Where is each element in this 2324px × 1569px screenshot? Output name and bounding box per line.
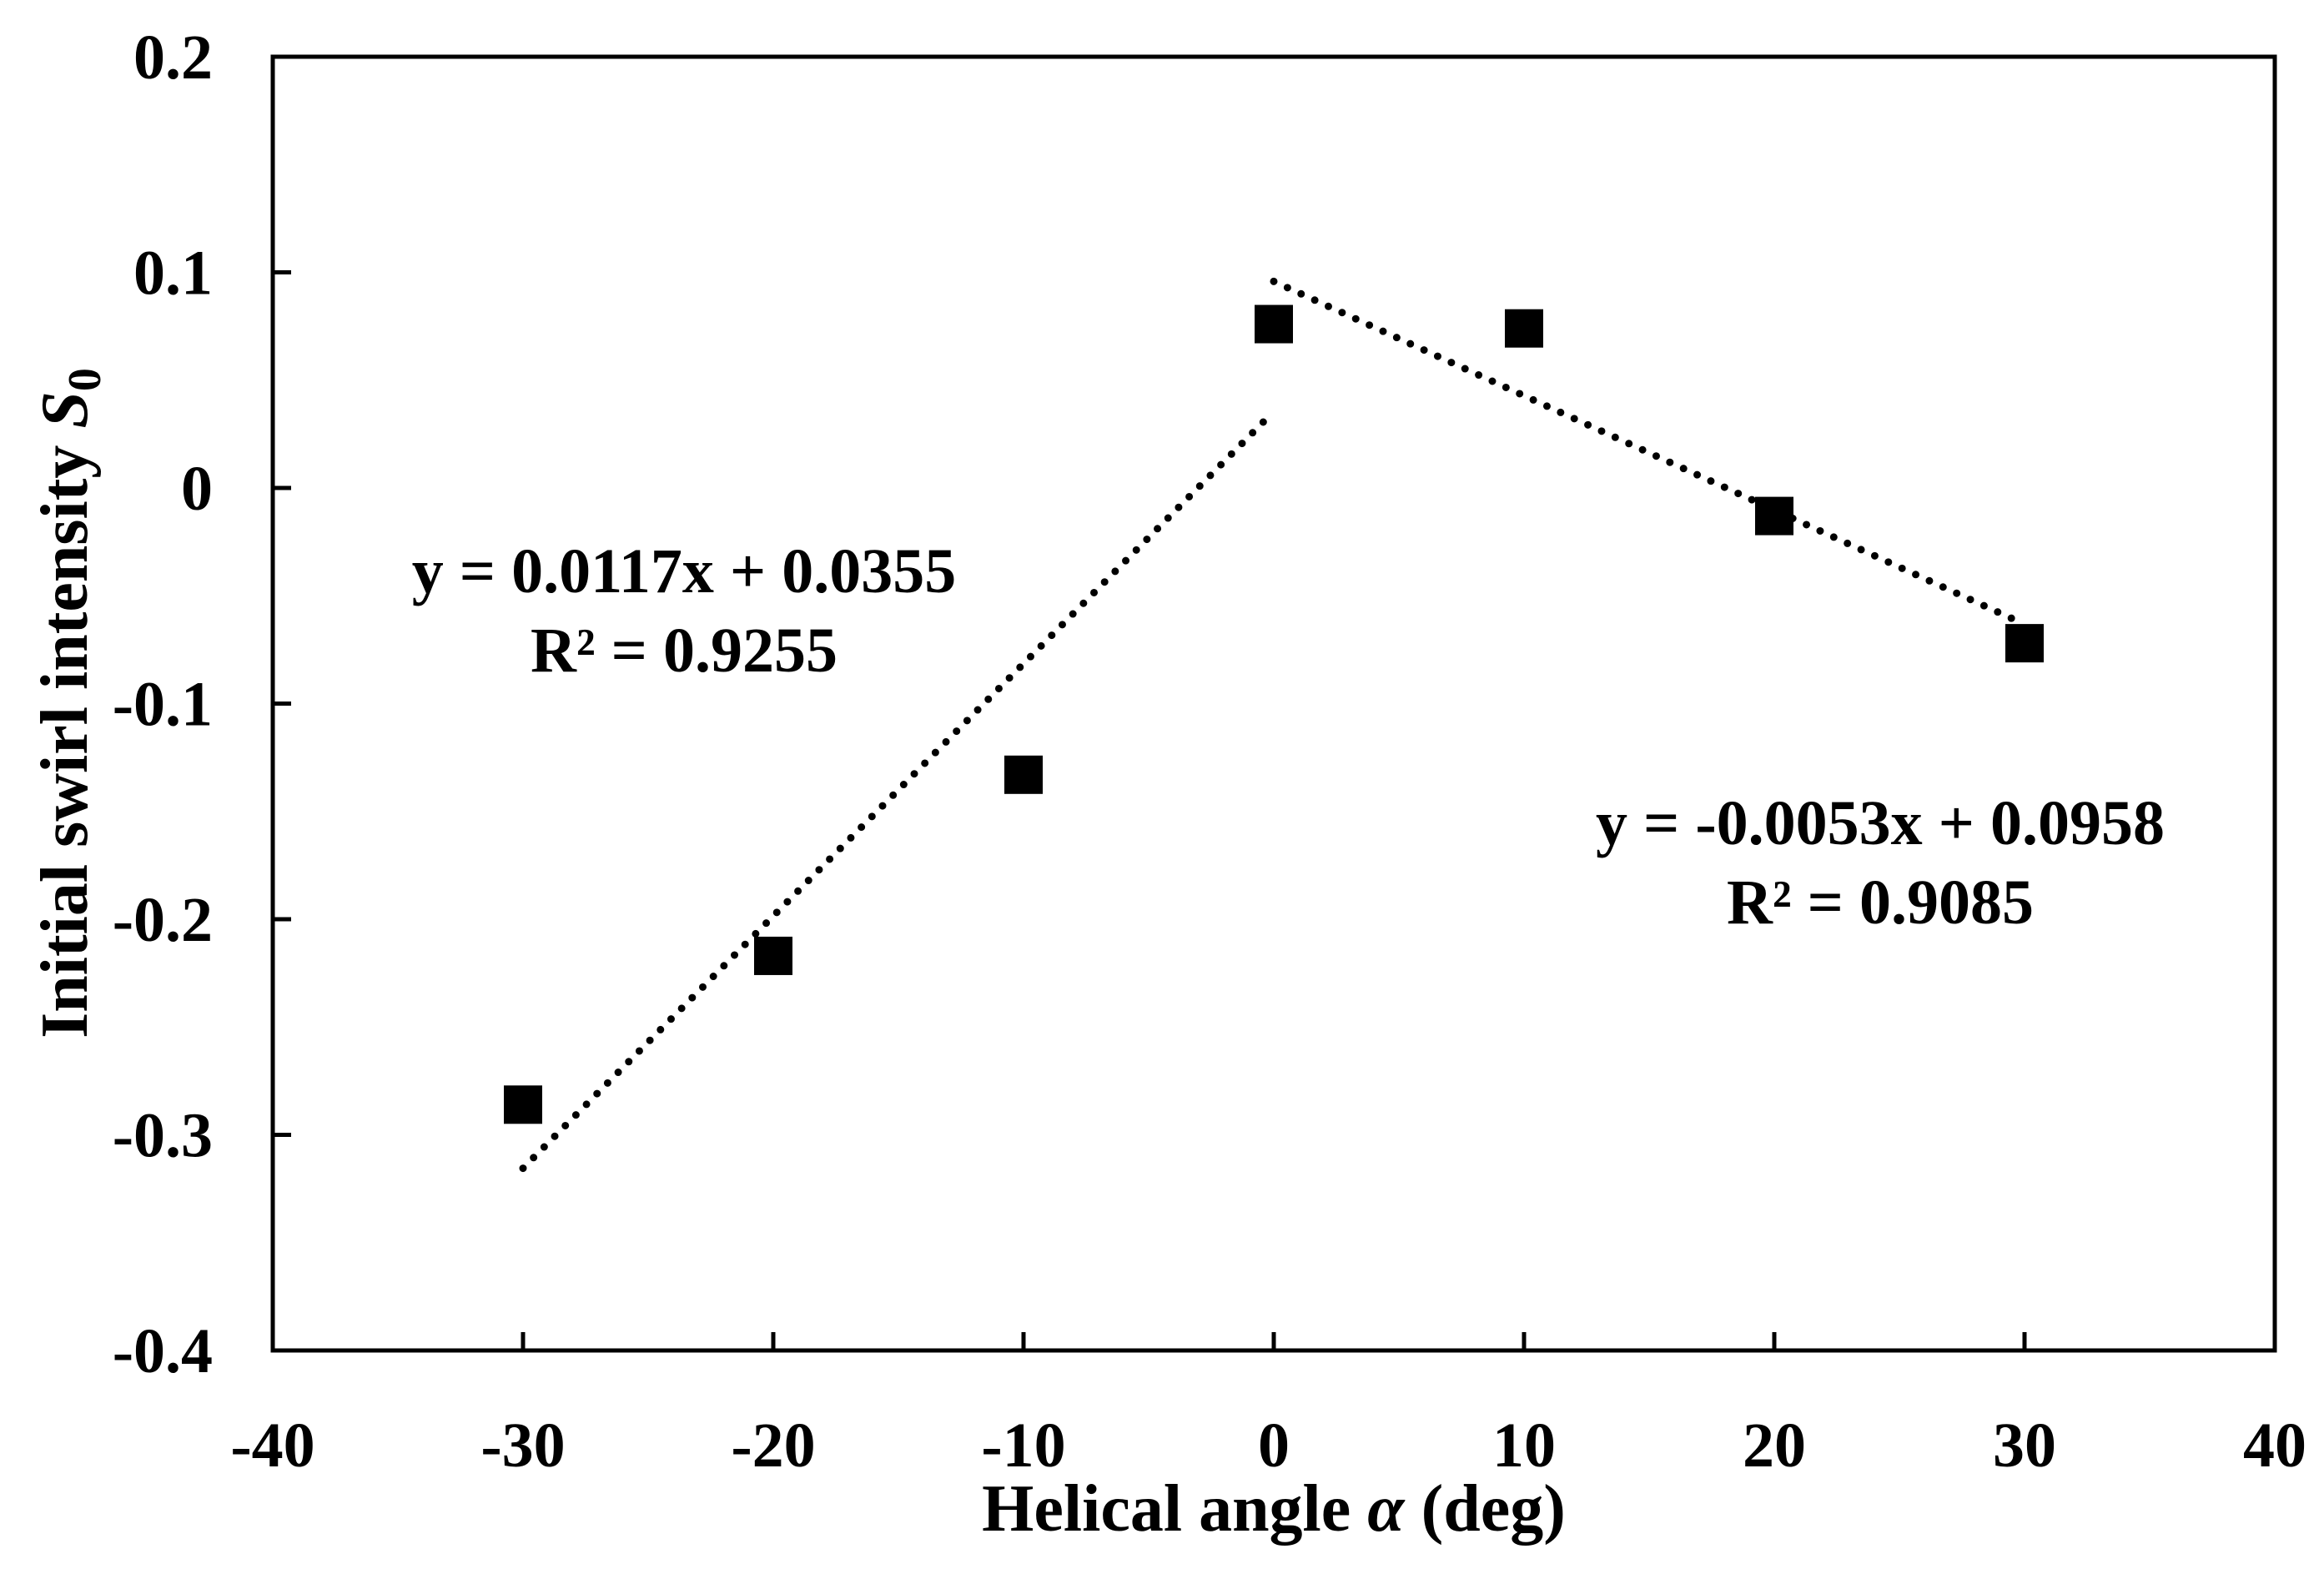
y-tick-label: -0.1 — [113, 670, 213, 740]
x-tick-label: 30 — [1993, 1411, 2056, 1481]
trendline-r2-negative: R² = 0.9255 — [531, 616, 838, 686]
plot-area — [270, 54, 2277, 1353]
y-tick-label: -0.2 — [113, 885, 213, 955]
y-tick-label: -0.4 — [113, 1316, 213, 1386]
x-tick-label: 20 — [1743, 1411, 1806, 1481]
x-tick-label: 10 — [1492, 1411, 1556, 1481]
data-point-square — [1004, 755, 1043, 794]
y-tick-label: 0.1 — [133, 239, 213, 309]
y-axis-ticks: -0.4 -0.3 -0.2 -0.1 0 0.1 0.2 — [113, 23, 291, 1386]
linear-fit-positive — [1270, 277, 2029, 628]
y-axis-title-main: Initial swirl intensity — [28, 429, 102, 1038]
x-axis-ticks: -40 -30 -20 -10 0 10 20 30 40 — [230, 1332, 2306, 1481]
y-tick-label: 0.2 — [133, 23, 213, 93]
x-axis-title-symbol: α — [1367, 1472, 1406, 1546]
y-tick-label: 0 — [181, 454, 213, 524]
x-tick-label: 0 — [1258, 1411, 1290, 1481]
data-points — [504, 304, 2044, 1124]
x-tick-label: -20 — [731, 1411, 815, 1481]
x-axis-title-main: Helical angle — [982, 1472, 1367, 1546]
linear-fit-negative — [519, 407, 1278, 1173]
data-point-square — [504, 1085, 542, 1124]
x-tick-label: -30 — [480, 1411, 565, 1481]
trendline-equation-positive: y = -0.0053x + 0.0958 — [1596, 788, 2165, 858]
data-point-square — [1505, 309, 1543, 348]
x-axis-title-unit: (deg) — [1405, 1472, 1566, 1546]
x-tick-label: -10 — [981, 1411, 1065, 1481]
y-axis-title: Initial swirl intensity S0 — [28, 368, 111, 1038]
y-axis-title-subscript: 0 — [59, 368, 111, 391]
data-point-square — [1755, 496, 1793, 536]
x-axis-title: Helical angle α (deg) — [982, 1472, 1566, 1546]
trendline-equation-negative: y = 0.0117x + 0.0355 — [412, 536, 956, 606]
y-axis-title-symbol: S — [28, 391, 102, 429]
trendline-r2-positive: R² = 0.9085 — [1727, 867, 2034, 938]
data-point-square — [1255, 304, 1293, 344]
x-tick-label: -40 — [230, 1411, 314, 1481]
y-tick-label: -0.3 — [113, 1101, 213, 1171]
x-tick-label: 40 — [2243, 1411, 2306, 1481]
trendlines — [519, 277, 2029, 1173]
data-point-square — [2005, 624, 2044, 663]
data-point-square — [754, 936, 792, 975]
